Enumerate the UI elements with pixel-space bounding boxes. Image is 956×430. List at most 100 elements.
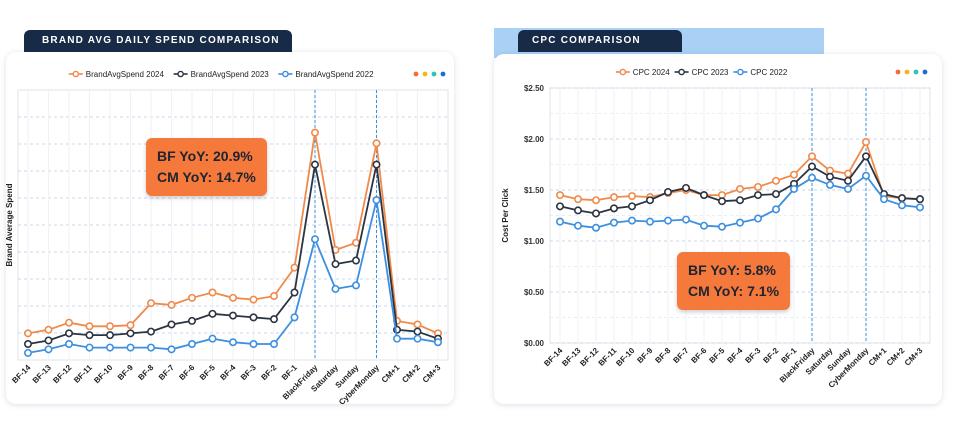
decor-dot — [413, 71, 419, 77]
legend-swatch-marker — [737, 68, 744, 76]
data-point — [915, 203, 924, 212]
data-point — [44, 325, 53, 334]
data-point — [106, 343, 115, 352]
data-point — [413, 327, 422, 336]
data-point — [290, 288, 299, 297]
x-tick-label: CM+3 — [903, 346, 925, 368]
x-tick-label: BF-3 — [743, 346, 762, 365]
y-tick-label: $0.50 — [524, 288, 545, 297]
data-point — [789, 170, 798, 179]
data-point — [736, 184, 745, 193]
legend-swatch-marker — [678, 68, 685, 76]
data-point — [610, 218, 619, 227]
x-tick-label: CM+2 — [885, 346, 907, 368]
data-point — [126, 321, 135, 330]
data-point — [825, 180, 834, 189]
x-tick-label: BF-6 — [689, 346, 708, 365]
data-point — [310, 235, 319, 244]
data-point — [574, 206, 583, 215]
data-point — [23, 340, 32, 349]
data-point — [106, 322, 115, 331]
data-point — [85, 343, 94, 352]
data-point — [592, 209, 601, 218]
data-point — [392, 334, 401, 343]
y-tick-label: $1.50 — [524, 186, 545, 195]
data-point — [147, 327, 156, 336]
x-tick-label: BF-14 — [10, 363, 32, 385]
spend-yoy-callout: BF YoY: 20.9% CM YoY: 14.7% — [146, 138, 267, 196]
data-point — [229, 293, 238, 302]
decor-dot — [431, 71, 437, 77]
data-point — [664, 216, 673, 225]
x-tick-label: BF-5 — [707, 346, 726, 365]
cpc-bf-yoy: BF YoY: 5.8% — [688, 262, 776, 278]
data-point — [610, 193, 619, 202]
data-point — [897, 194, 906, 203]
data-point — [372, 139, 381, 148]
data-point — [753, 182, 762, 191]
data-point — [610, 204, 619, 213]
data-point — [771, 190, 780, 199]
legend-swatch-marker — [619, 68, 627, 76]
data-point — [167, 320, 176, 329]
data-point — [310, 160, 319, 169]
decor-dot — [422, 71, 428, 77]
legend-label: CPC 2022 — [750, 68, 787, 77]
legend-label: CPC 2023 — [692, 68, 729, 77]
data-point — [23, 329, 32, 338]
x-tick-label: BF-10 — [92, 363, 114, 385]
data-point — [167, 300, 176, 309]
data-point — [592, 196, 601, 205]
legend-label: CPC 2024 — [633, 68, 670, 77]
data-point — [879, 195, 888, 204]
data-point — [106, 331, 115, 340]
data-point — [413, 320, 422, 329]
data-point — [843, 184, 852, 193]
y-tick-label: $2.50 — [524, 84, 545, 93]
data-point — [574, 221, 583, 230]
x-tick-label: BF-7 — [671, 346, 690, 365]
x-tick-label: BF-4 — [725, 346, 744, 365]
data-point — [310, 128, 319, 137]
data-point — [807, 162, 816, 171]
spend-chart: Brand Average SpendBF-14BF-13BF-12BF-11B… — [5, 70, 449, 407]
data-point — [44, 336, 53, 345]
data-point — [208, 288, 217, 297]
data-point — [718, 222, 727, 231]
x-tick-label: BF-8 — [653, 346, 672, 365]
data-point — [208, 334, 217, 343]
y-axis-title: Cost Per Click — [501, 188, 510, 243]
data-point — [44, 345, 53, 354]
data-point — [861, 152, 870, 161]
x-tick-label: BF-12 — [578, 346, 600, 368]
x-tick-label: BF-2 — [259, 363, 278, 382]
cpc-yoy-callout: BF YoY: 5.8% CM YoY: 7.1% — [677, 252, 791, 310]
data-point — [290, 263, 299, 272]
spend-cm-yoy: CM YoY: 14.7% — [157, 169, 256, 185]
legend-label: BrandAvgSpend 2023 — [191, 70, 270, 79]
data-point — [249, 295, 258, 304]
data-point — [208, 309, 217, 318]
x-tick-label: BF-7 — [157, 363, 176, 382]
data-point — [249, 313, 258, 322]
data-point — [269, 340, 278, 349]
data-point — [351, 238, 360, 247]
data-point — [628, 216, 637, 225]
data-point — [269, 315, 278, 324]
y-tick-label: $2.00 — [524, 135, 545, 144]
data-point — [664, 188, 673, 197]
data-point — [351, 256, 360, 265]
x-tick-label: BF-11 — [72, 363, 94, 385]
data-point — [915, 195, 924, 204]
data-point — [64, 340, 73, 349]
x-tick-label: BF-3 — [239, 363, 258, 382]
x-tick-label: BF-13 — [31, 363, 53, 385]
data-point — [646, 217, 655, 226]
data-point — [646, 196, 655, 205]
data-point — [789, 184, 798, 193]
data-point — [736, 196, 745, 205]
data-point — [372, 160, 381, 169]
data-point — [897, 201, 906, 210]
x-tick-label: BF-10 — [614, 346, 636, 368]
data-point — [249, 340, 258, 349]
